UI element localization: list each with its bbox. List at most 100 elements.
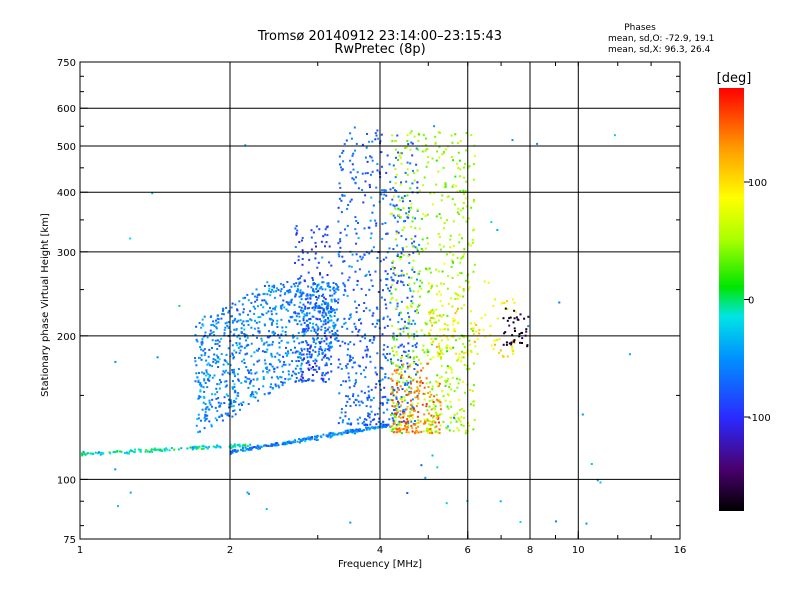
data-point: [399, 410, 402, 413]
data-point: [368, 183, 371, 186]
data-point: [224, 412, 227, 415]
data-point: [414, 246, 417, 249]
data-point: [208, 333, 211, 336]
data-point: [473, 263, 476, 266]
data-point: [429, 428, 432, 431]
data-point: [405, 238, 408, 241]
data-point: [257, 448, 260, 450]
data-point: [324, 322, 327, 325]
data-point: [231, 445, 234, 448]
data-point: [198, 322, 201, 324]
data-point: [294, 293, 297, 296]
data-point: [364, 333, 366, 336]
data-point: [355, 328, 358, 330]
data-point: [198, 383, 201, 386]
data-point: [396, 244, 399, 247]
data-point: [302, 341, 304, 344]
data-point: [441, 304, 444, 307]
data-point: [413, 172, 416, 175]
data-point: [469, 349, 472, 352]
data-point: [340, 367, 343, 370]
data-point: [213, 324, 216, 327]
data-point: [440, 315, 443, 318]
data-point: [328, 310, 331, 313]
data-point: [231, 320, 234, 323]
data-point: [401, 229, 404, 231]
data-point: [322, 235, 325, 238]
data-point: [436, 351, 439, 354]
data-point: [397, 328, 400, 331]
data-point: [366, 348, 369, 351]
data-point: [304, 307, 307, 310]
data-point: [513, 309, 516, 312]
data-point: [330, 434, 333, 437]
data-point: [410, 130, 413, 133]
data-point: [156, 448, 158, 451]
data-point: [458, 398, 461, 401]
data-point: [348, 379, 351, 382]
data-point: [395, 431, 398, 434]
data-point: [249, 395, 252, 398]
data-point: [348, 386, 351, 389]
data-point: [431, 203, 434, 206]
data-point: [298, 315, 301, 318]
data-point: [288, 320, 291, 323]
data-point: [397, 321, 400, 324]
data-point: [429, 424, 432, 427]
data-point: [334, 338, 337, 341]
data-point: [223, 371, 226, 374]
data-point: [374, 413, 377, 416]
data-point: [394, 307, 397, 310]
y-tick-label: 600: [57, 104, 76, 115]
data-point: [227, 311, 230, 314]
data-point: [369, 219, 372, 222]
data-point: [384, 395, 387, 398]
data-point: [223, 332, 226, 335]
data-point: [381, 222, 384, 225]
data-point: [355, 176, 357, 179]
data-point: [211, 398, 214, 401]
data-point: [404, 382, 407, 385]
data-point: [203, 315, 206, 318]
data-point: [168, 449, 171, 452]
data-point: [203, 348, 206, 351]
data-point: [328, 378, 330, 381]
data-point: [314, 350, 317, 353]
data-point: [298, 441, 301, 444]
data-point: [355, 430, 358, 433]
data-point: [245, 320, 248, 323]
data-point: [558, 301, 561, 304]
data-point: [490, 344, 493, 347]
data-point: [330, 311, 332, 314]
data-point: [439, 131, 441, 134]
data-point: [386, 398, 389, 401]
data-point: [401, 354, 403, 357]
data-point: [323, 315, 326, 318]
data-point: [320, 303, 323, 306]
data-point: [326, 328, 329, 331]
data-point: [330, 370, 333, 373]
data-point: [390, 377, 393, 380]
data-point: [283, 441, 286, 444]
data-point: [264, 444, 267, 447]
data-point: [228, 310, 231, 312]
data-point: [297, 259, 300, 262]
data-point: [112, 451, 115, 454]
data-point: [210, 323, 213, 326]
data-point: [454, 292, 457, 295]
data-point: [351, 356, 354, 359]
data-point: [431, 454, 434, 457]
data-point: [383, 326, 386, 329]
data-point: [354, 382, 357, 385]
data-point: [222, 307, 224, 310]
data-point: [415, 355, 418, 358]
data-point: [328, 432, 331, 435]
data-point: [314, 342, 317, 345]
data-point: [472, 270, 475, 273]
data-point: [248, 382, 251, 385]
data-point: [290, 298, 293, 301]
data-point: [398, 424, 401, 427]
data-point: [416, 247, 418, 250]
data-point: [303, 357, 306, 360]
data-point: [449, 347, 452, 350]
